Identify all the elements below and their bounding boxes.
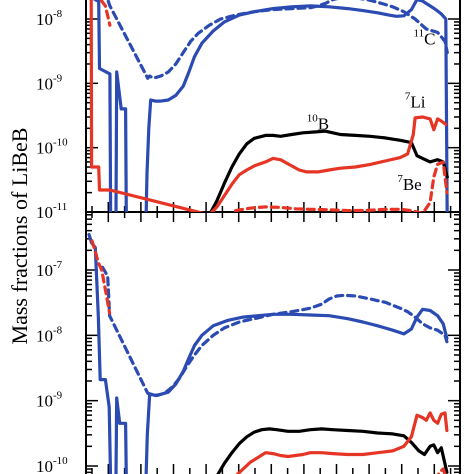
- series-line-li7: [235, 411, 449, 474]
- series-line-b10: [209, 129, 449, 212]
- y-tick-label: 10-8: [36, 324, 63, 345]
- y-axis-label: Mass fractions of LiBeB: [7, 128, 32, 345]
- series-line-c11-dashed: [104, 0, 449, 80]
- series-group: [89, 0, 449, 212]
- y-tick-label: 10-10: [36, 455, 68, 474]
- y-tick-label: 10-9: [36, 390, 63, 411]
- series-line-c11: [87, 232, 449, 474]
- series-annotation: 7Li: [405, 91, 426, 112]
- y-tick-label: 10-10: [36, 137, 68, 158]
- series-annotation: 10B: [307, 113, 329, 134]
- series-group: [87, 232, 449, 474]
- series-line-c11-dashed: [100, 265, 449, 398]
- series-line-be7: [234, 160, 449, 212]
- bottom-panel: 10-7 10-8 10-9 10-10: [36, 212, 461, 474]
- series-annotation: 7Be: [397, 173, 421, 194]
- y-tick-label: 10-9: [36, 72, 63, 93]
- y-tick-label: 10-11: [36, 201, 67, 222]
- y-tick-label: 10-8: [36, 8, 63, 29]
- series-line-b10: [216, 427, 449, 474]
- top-panel: 10-8 10-9 10-10 10-11 11C 10B 7Li 7Be: [36, 0, 461, 222]
- y-tick-label: 10-7: [36, 259, 63, 280]
- series-line-be7: [436, 467, 447, 474]
- series-annotation: 11C: [414, 28, 436, 49]
- series-line-li7: [89, 0, 448, 212]
- series-line-li7-dashed: [90, 239, 112, 315]
